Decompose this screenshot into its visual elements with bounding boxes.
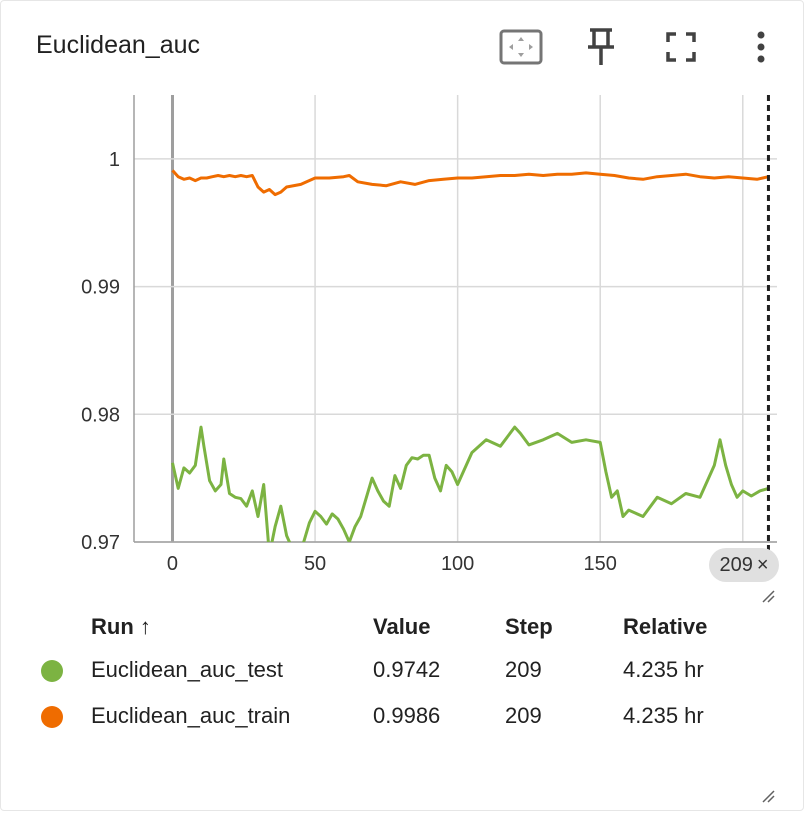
- run-value: 0.9986: [373, 703, 441, 728]
- step-chip[interactable]: 209 ×: [709, 548, 779, 582]
- table-header-row: Run ↑ Value Step Relative: [31, 607, 773, 647]
- series-line-Euclidean_auc_train: [171, 169, 769, 197]
- more-options-button[interactable]: [739, 25, 783, 69]
- pin-icon: [588, 28, 614, 65]
- runs-table: Run ↑ Value Step Relative Euclidean_auc_…: [31, 607, 773, 739]
- y-tick-label: 0.98: [81, 404, 120, 426]
- fullscreen-icon: [666, 32, 696, 62]
- fit-domain-button[interactable]: [499, 25, 543, 69]
- series-line-Euclidean_auc_test: [171, 425, 769, 542]
- y-tick-label: 0.99: [81, 277, 120, 299]
- x-tick-label: 50: [304, 553, 326, 575]
- resize-handle-icon[interactable]: [761, 589, 775, 603]
- close-icon[interactable]: ×: [756, 553, 769, 576]
- x-tick-label: 0: [167, 553, 178, 575]
- run-step: 209: [505, 703, 542, 728]
- run-header[interactable]: Run ↑: [91, 614, 151, 639]
- table-row: Euclidean_auc_test 0.9742 209 4.235 hr: [31, 647, 773, 693]
- run-step: 209: [505, 657, 542, 682]
- value-header: Value: [373, 614, 431, 639]
- run-name: Euclidean_auc_train: [91, 703, 291, 728]
- step-chip-label: 209: [719, 553, 753, 576]
- run-color-dot: [41, 660, 63, 683]
- card-title: Euclidean_auc: [36, 31, 201, 59]
- y-tick-label: 0.97: [81, 532, 120, 554]
- relative-header: Relative: [623, 614, 708, 639]
- run-relative: 4.235 hr: [623, 657, 704, 682]
- pin-button[interactable]: [579, 25, 623, 69]
- y-tick-label: 1: [109, 149, 120, 171]
- fullscreen-button[interactable]: [659, 25, 703, 69]
- step-header: Step: [505, 614, 553, 639]
- run-relative: 4.235 hr: [623, 703, 704, 728]
- card-resize-handle-icon[interactable]: [761, 789, 775, 803]
- run-value: 0.9742: [373, 657, 441, 682]
- run-color-dot: [41, 706, 63, 729]
- more-vert-icon: [757, 31, 765, 63]
- table-row: Euclidean_auc_train 0.9986 209 4.235 hr: [31, 693, 773, 739]
- x-tick-label: 150: [584, 553, 617, 575]
- fit-domain-icon: [499, 29, 543, 65]
- run-name: Euclidean_auc_test: [91, 657, 284, 682]
- line-chart[interactable]: 05010015020.970.980.991: [1, 81, 806, 601]
- x-tick-label: 100: [441, 553, 474, 575]
